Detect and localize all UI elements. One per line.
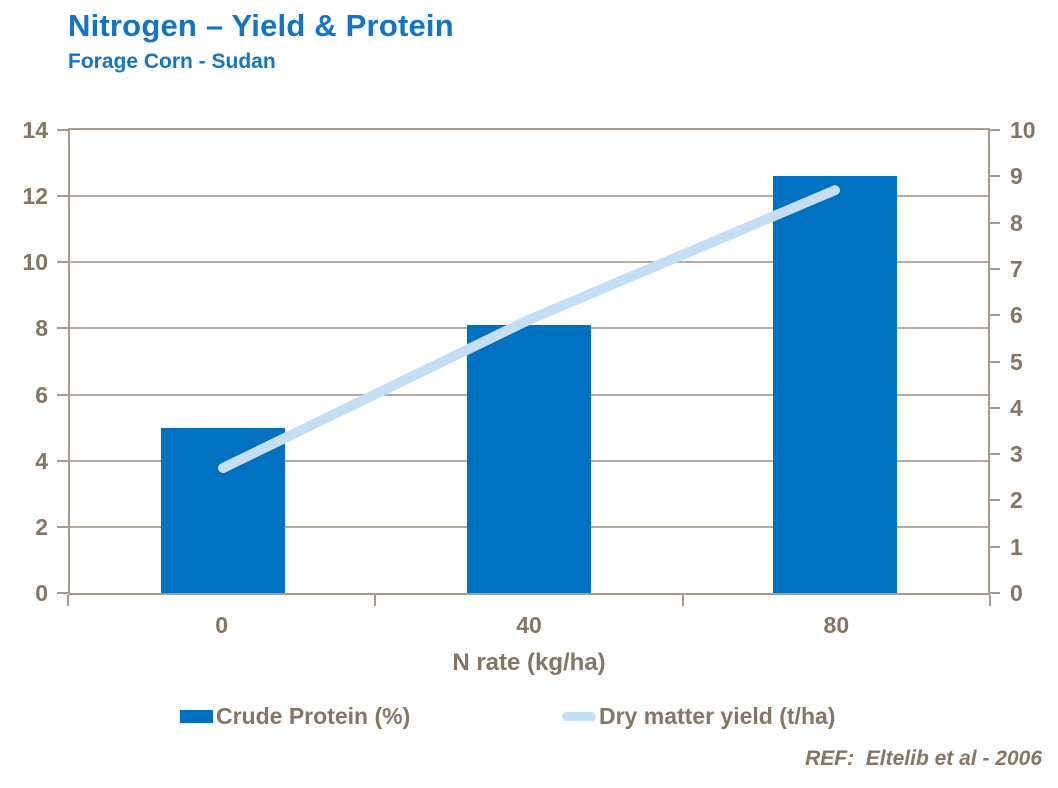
x-axis-tick bbox=[374, 595, 377, 606]
x-axis-category-label: 80 bbox=[823, 612, 850, 638]
x-axis-tick bbox=[681, 595, 684, 606]
right-axis-tick-label: 4 bbox=[1010, 394, 1023, 421]
left-axis-tick bbox=[57, 261, 68, 264]
plot-area bbox=[68, 128, 990, 595]
legend: Crude Protein (%) Dry matter yield (t/ha… bbox=[0, 701, 1058, 733]
reference-text: REF: Eltelib et al - 2006 bbox=[805, 747, 1042, 770]
right-axis-tick bbox=[990, 129, 1000, 131]
legend-label-crude-protein: Crude Protein (%) bbox=[216, 702, 411, 729]
right-axis-tick-label: 7 bbox=[1010, 255, 1023, 282]
legend-label-dry-matter-yield: Dry matter yield (t/ha) bbox=[599, 702, 836, 729]
left-axis-tick-label: 12 bbox=[22, 183, 48, 210]
right-axis-tick-label: 6 bbox=[1010, 302, 1023, 329]
x-axis-category-label: 40 bbox=[516, 612, 542, 638]
left-axis-tick-label: 10 bbox=[22, 249, 48, 276]
right-axis-tick-label: 1 bbox=[1010, 533, 1023, 560]
bar-crude-protein-0 bbox=[161, 427, 285, 593]
x-axis-tick bbox=[67, 595, 69, 606]
right-axis-tick bbox=[990, 267, 1000, 270]
right-axis-tick-label: 10 bbox=[1010, 117, 1036, 143]
left-axis-tick bbox=[57, 195, 68, 198]
left-axis-tick-label: 6 bbox=[35, 381, 48, 408]
x-axis-category-label: 0 bbox=[215, 612, 229, 638]
left-axis-tick-label: 4 bbox=[35, 447, 48, 474]
legend-item-dry-matter-yield: Dry matter yield (t/ha) bbox=[562, 701, 835, 731]
left-axis-tick bbox=[57, 327, 68, 330]
right-axis-tick bbox=[990, 592, 1000, 594]
right-axis-tick bbox=[990, 453, 1000, 456]
right-axis-tick-label: 2 bbox=[1010, 487, 1023, 514]
right-axis-tick bbox=[990, 499, 1000, 502]
legend-item-crude-protein: Crude Protein (%) bbox=[180, 701, 410, 731]
right-axis-tick-label: 9 bbox=[1010, 163, 1023, 190]
bar-crude-protein-80 bbox=[773, 176, 897, 593]
left-axis-tick bbox=[57, 459, 68, 462]
right-axis-tick bbox=[990, 221, 1000, 224]
legend-bar-swatch-icon bbox=[180, 709, 213, 723]
right-axis-tick-label: 8 bbox=[1010, 209, 1023, 236]
x-axis-title: N rate (kg/ha) bbox=[452, 649, 606, 676]
right-axis-tick-label: 3 bbox=[1010, 441, 1023, 468]
left-axis-tick bbox=[57, 129, 68, 131]
dry-matter-yield-line bbox=[218, 185, 840, 473]
page-title: Nitrogen – Yield & Protein bbox=[68, 8, 454, 43]
left-axis-tick-label: 0 bbox=[35, 580, 48, 606]
right-axis-tick bbox=[990, 406, 1000, 409]
right-axis-tick bbox=[990, 175, 1000, 178]
right-axis-tick-label: 5 bbox=[1010, 348, 1023, 375]
left-axis-tick-label: 2 bbox=[35, 513, 48, 540]
left-axis-tick bbox=[57, 592, 68, 594]
left-axis-tick bbox=[57, 525, 68, 528]
bar-crude-protein-40 bbox=[467, 325, 591, 593]
right-axis-tick bbox=[990, 360, 1000, 363]
right-axis-tick bbox=[990, 314, 1000, 317]
gridline bbox=[70, 195, 988, 198]
left-axis-tick-label: 14 bbox=[22, 117, 48, 143]
legend-line-swatch-icon bbox=[562, 711, 596, 721]
right-axis-tick bbox=[990, 545, 1000, 548]
left-axis-tick bbox=[57, 393, 68, 396]
left-axis-tick-label: 8 bbox=[35, 315, 48, 342]
page-subtitle: Forage Corn - Sudan bbox=[68, 50, 276, 73]
x-axis-tick bbox=[989, 595, 991, 606]
right-axis-tick-label: 0 bbox=[1010, 580, 1023, 606]
gridline bbox=[70, 261, 988, 264]
